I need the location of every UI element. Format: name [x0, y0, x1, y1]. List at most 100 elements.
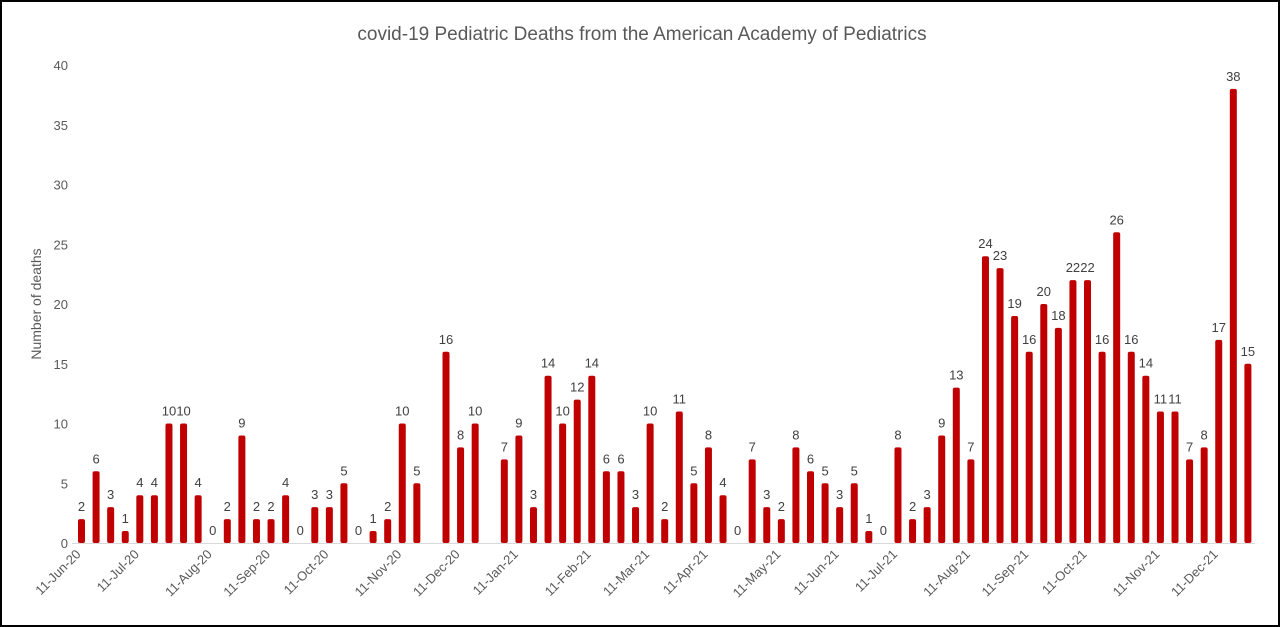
bar: [107, 507, 115, 543]
bar: [413, 483, 421, 543]
data-label: 3: [107, 487, 114, 502]
bar: [369, 531, 377, 543]
data-label: 1: [369, 511, 376, 526]
bar: [282, 495, 290, 543]
data-label: 7: [501, 439, 508, 454]
data-label: 2: [909, 499, 916, 514]
bar: [952, 387, 960, 543]
data-label: 13: [949, 368, 963, 383]
bar: [996, 268, 1004, 543]
y-tick-label: 35: [54, 118, 68, 133]
data-label: 0: [355, 523, 362, 538]
bar: [500, 459, 508, 543]
data-label: 3: [530, 487, 537, 502]
bar: [1142, 375, 1150, 543]
x-tick-label: 11-Dec-20: [410, 547, 463, 600]
bar: [150, 495, 158, 543]
data-label: 16: [1124, 332, 1138, 347]
y-tick-label: 10: [54, 417, 68, 432]
data-label: 2: [384, 499, 391, 514]
bar: [748, 459, 756, 543]
bar: [515, 435, 523, 543]
data-label: 10: [643, 404, 657, 419]
data-label: 12: [570, 380, 584, 395]
data-label: 0: [734, 523, 741, 538]
bar: [938, 435, 946, 543]
data-label: 1: [122, 511, 129, 526]
data-label: 38: [1226, 69, 1240, 84]
bar: [1215, 339, 1223, 543]
bar: [690, 483, 698, 543]
data-label: 10: [176, 404, 190, 419]
data-label: 2: [253, 499, 260, 514]
bar: [165, 423, 173, 543]
data-label: 2: [267, 499, 274, 514]
x-tick-label: 11-Nov-20: [352, 547, 405, 600]
data-label: 1: [865, 511, 872, 526]
bar: [923, 507, 931, 543]
data-label: 24: [978, 236, 992, 251]
data-label: 3: [924, 487, 931, 502]
data-label: 9: [515, 415, 522, 430]
bar: [544, 375, 552, 543]
data-label: 6: [807, 451, 814, 466]
bar: [267, 519, 275, 543]
x-tick-label: 11-Jan-21: [470, 547, 521, 598]
data-label: 0: [209, 523, 216, 538]
bar: [573, 399, 581, 543]
y-tick-label: 20: [54, 297, 68, 312]
x-tick-label: 11-Apr-21: [660, 547, 711, 598]
data-label: 2: [778, 499, 785, 514]
x-tick-label: 11-Sep-21: [978, 547, 1031, 600]
data-label: 10: [395, 404, 409, 419]
data-label: 23: [993, 248, 1007, 263]
bar: [777, 519, 785, 543]
data-label: 4: [136, 475, 143, 490]
bar: [836, 507, 844, 543]
bar: [223, 519, 231, 543]
bar: [588, 375, 596, 543]
data-label: 7: [749, 439, 756, 454]
data-label: 5: [690, 463, 697, 478]
bar: [252, 519, 260, 543]
bar: [121, 531, 129, 543]
data-label: 11: [1154, 392, 1168, 407]
data-label: 6: [603, 451, 610, 466]
bar: [1098, 351, 1106, 543]
bar: [675, 411, 683, 543]
bar-series: [78, 88, 1252, 544]
data-label: 6: [617, 451, 624, 466]
bar: [78, 519, 85, 543]
data-label: 4: [195, 475, 202, 490]
bar: [807, 471, 814, 543]
data-label: 14: [585, 356, 599, 371]
bar: [1229, 88, 1237, 544]
data-label: 7: [1186, 439, 1193, 454]
bar: [661, 519, 669, 543]
bar: [1186, 459, 1194, 543]
bar: [442, 351, 450, 543]
bar: [967, 459, 975, 543]
bar: [559, 423, 567, 543]
data-label: 15: [1241, 344, 1255, 359]
y-tick-label: 0: [61, 536, 68, 551]
bar: [1244, 363, 1252, 543]
data-label: 17: [1212, 320, 1226, 335]
data-label: 2: [224, 499, 231, 514]
bar: [909, 519, 917, 543]
bar: [92, 471, 100, 543]
data-label: 19: [1007, 296, 1021, 311]
bar: [398, 423, 406, 543]
x-tick-label: 11-Jul-20: [94, 547, 142, 595]
data-label: 5: [821, 463, 828, 478]
y-axis: 0 5 10 15 20 25 30 35 40: [54, 58, 68, 551]
data-label: 2: [661, 499, 668, 514]
x-tick-label: 11-Mar-21: [600, 547, 652, 599]
y-tick-label: 30: [54, 178, 68, 193]
bar: [1113, 232, 1121, 544]
bar: [1040, 304, 1048, 543]
data-label: 8: [894, 427, 901, 442]
y-tick-label: 5: [61, 476, 68, 491]
